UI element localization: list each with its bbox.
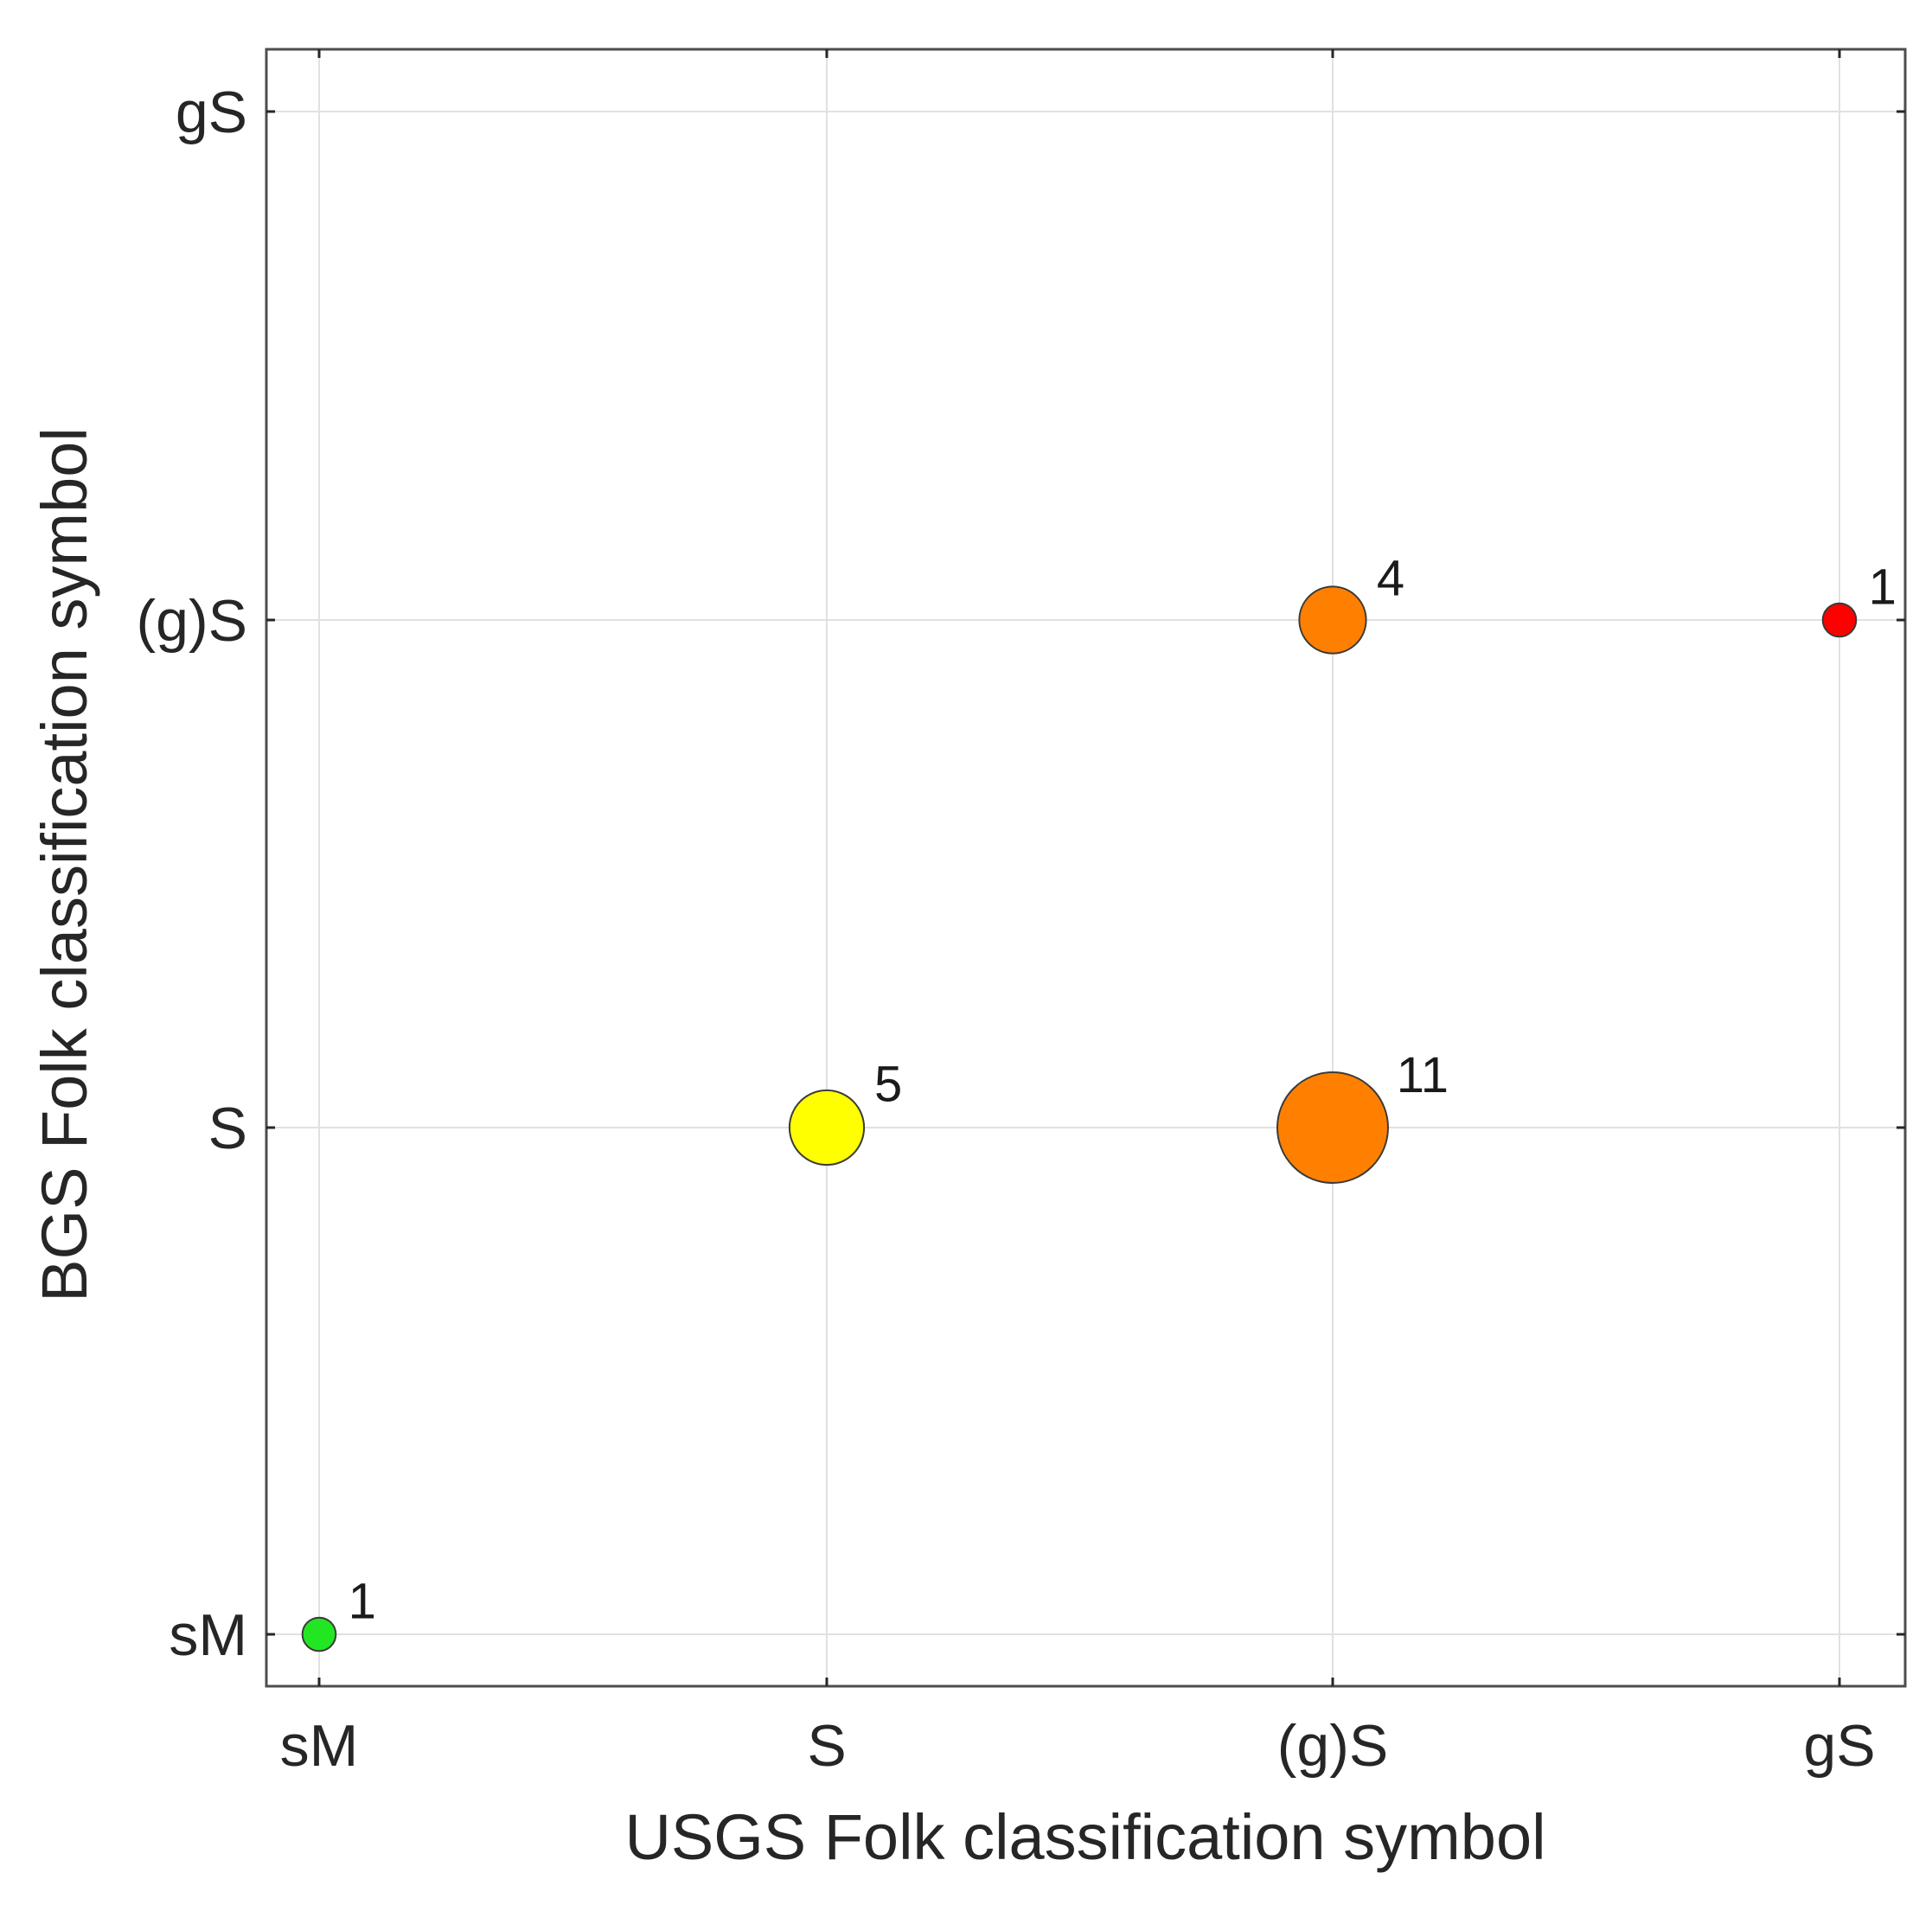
bubble-point	[301, 1616, 337, 1652]
x-tick-label: (g)S	[1277, 1713, 1388, 1779]
y-tick-label: (g)S	[137, 588, 247, 654]
y-tick-label: sM	[169, 1602, 247, 1668]
bubbles	[301, 585, 1858, 1652]
bubble-point	[1821, 602, 1858, 638]
x-tick-label: sM	[280, 1713, 359, 1779]
y-tick-label: gS	[176, 80, 247, 145]
y-tick-label: S	[208, 1096, 247, 1161]
point-count-label: 11	[1397, 1047, 1449, 1103]
bubble-point	[1276, 1071, 1389, 1184]
gridlines	[266, 49, 1905, 1686]
x-tick-label: gS	[1803, 1713, 1875, 1779]
point-count-label: 5	[874, 1056, 902, 1112]
point-count-label: 1	[349, 1573, 376, 1629]
point-count-label: 1	[1869, 559, 1897, 615]
labels: 1 5 11 4 1 sM S (g)S gS sM S (g)S gS	[137, 80, 1897, 1779]
x-axis-title: USGS Folk classification symbol	[624, 1801, 1545, 1873]
bubble-point	[1298, 585, 1367, 655]
plot-area-border	[265, 48, 1907, 1688]
x-tick-label: S	[807, 1713, 846, 1779]
y-axis-title: BGS Folk classification symbol	[29, 427, 100, 1302]
bubble-point	[788, 1089, 866, 1167]
point-count-label: 4	[1377, 551, 1404, 607]
axes-frame	[265, 48, 1907, 1688]
